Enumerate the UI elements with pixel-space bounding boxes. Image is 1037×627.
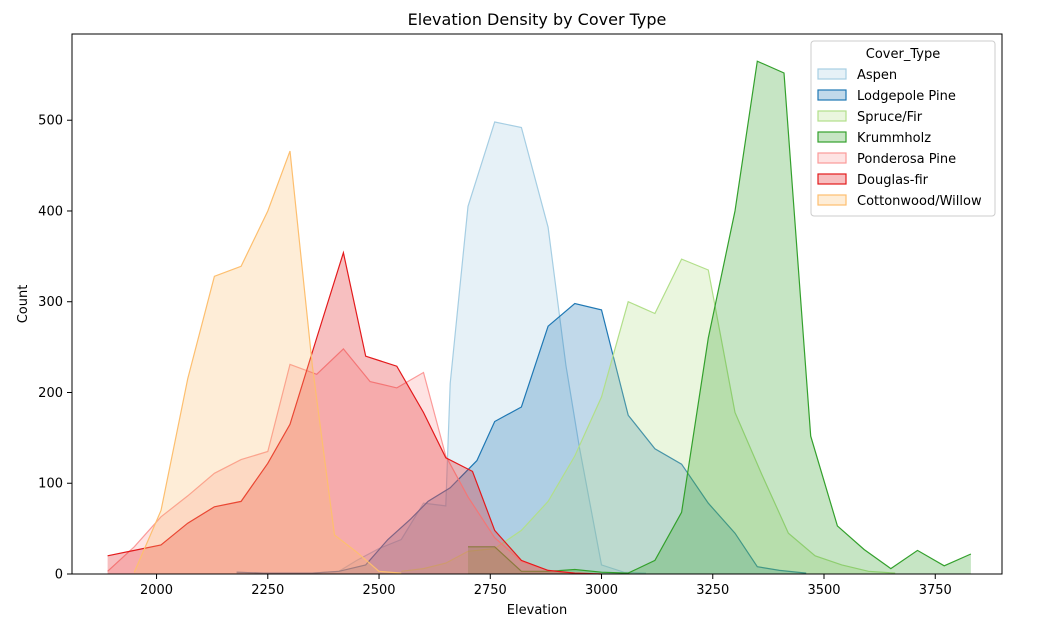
x-tick-label: 2500	[362, 583, 395, 598]
y-tick-label: 300	[38, 295, 63, 310]
legend-swatch	[817, 194, 847, 206]
y-axis-label: Count	[16, 285, 31, 324]
legend-label: Aspen	[857, 68, 897, 83]
legend-box	[810, 40, 996, 217]
x-tick-label: 2750	[474, 583, 507, 598]
area-cottonwood-willow	[134, 151, 402, 574]
line-ponderosa-pine	[107, 348, 602, 575]
chart-title: Elevation Density by Cover Type	[408, 10, 667, 29]
legend-label: Lodgepole Pine	[857, 89, 956, 104]
y-tick-label: 500	[38, 114, 63, 129]
legend-swatch	[817, 152, 847, 164]
x-tick-label: 3000	[585, 583, 618, 598]
y-axis: 0 100 200 300 400 500	[38, 114, 72, 583]
plot-frame	[71, 33, 1003, 575]
x-axis: 2000 2250 2500 2750 3000 3250 3500 3750	[140, 574, 952, 598]
line-lodgepole-pine	[236, 302, 807, 574]
area-aspen	[236, 122, 646, 574]
legend-label: Douglas-fir	[857, 173, 929, 188]
y-tick-label: 0	[55, 568, 63, 583]
legend-label: Spruce/Fir	[857, 110, 923, 125]
x-tick-label: 3750	[919, 583, 952, 598]
legend: Cover_Type Aspen Lodgepole Pine Spruce/Fir K…	[810, 40, 996, 217]
legend-swatch	[817, 89, 847, 101]
area-spruce-fir	[401, 259, 896, 574]
legend-swatch	[817, 131, 847, 143]
legend-swatch	[817, 110, 847, 122]
legend-swatch	[817, 68, 847, 80]
area-krummholz	[468, 61, 971, 574]
x-tick-label: 3250	[696, 583, 729, 598]
area-douglas-fir	[107, 252, 602, 574]
area-ponderosa-pine	[107, 348, 602, 574]
legend-swatch	[817, 173, 847, 185]
x-tick-label: 3500	[807, 583, 840, 598]
area-lodgepole-pine	[236, 303, 807, 574]
x-axis-label: Elevation	[507, 603, 567, 618]
y-tick-label: 200	[38, 386, 63, 401]
series-layer	[107, 60, 972, 575]
line-douglas-fir	[107, 250, 602, 575]
legend-label: Cottonwood/Willow	[857, 194, 982, 209]
y-tick-label: 400	[38, 204, 63, 219]
legend-label: Krummholz	[857, 131, 931, 146]
legend-title: Cover_Type	[866, 47, 940, 62]
y-tick-label: 100	[38, 477, 63, 492]
line-spruce-fir	[401, 258, 896, 574]
x-tick-label: 2000	[140, 583, 173, 598]
x-tick-label: 2250	[251, 583, 284, 598]
line-cottonwood-willow	[133, 150, 402, 574]
legend-label: Ponderosa Pine	[857, 152, 956, 167]
